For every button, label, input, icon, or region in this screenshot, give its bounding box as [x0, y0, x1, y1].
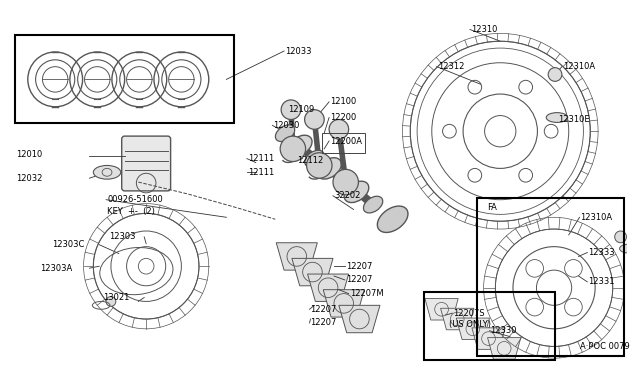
- Circle shape: [548, 68, 562, 81]
- Polygon shape: [292, 259, 333, 286]
- Circle shape: [329, 119, 349, 139]
- Circle shape: [280, 136, 306, 161]
- Text: 12303A: 12303A: [40, 264, 73, 273]
- Text: 12331: 12331: [588, 278, 615, 286]
- Text: 12100: 12100: [330, 97, 356, 106]
- Polygon shape: [425, 298, 458, 320]
- Polygon shape: [472, 328, 505, 349]
- Ellipse shape: [334, 172, 353, 189]
- Polygon shape: [308, 274, 349, 301]
- Ellipse shape: [344, 181, 369, 202]
- Text: 12207M: 12207M: [349, 289, 383, 298]
- Text: 12207S: 12207S: [453, 309, 485, 318]
- Text: 12330: 12330: [490, 326, 517, 335]
- Text: A·POC 0079: A·POC 0079: [580, 342, 630, 351]
- Ellipse shape: [275, 125, 294, 141]
- Bar: [424, 292, 555, 360]
- Ellipse shape: [620, 244, 637, 253]
- Text: 12310A: 12310A: [563, 62, 595, 71]
- Text: 12207: 12207: [310, 305, 337, 314]
- Text: 12112: 12112: [297, 156, 323, 165]
- Polygon shape: [440, 308, 474, 330]
- Bar: [15, 35, 234, 124]
- Text: 12312: 12312: [438, 62, 464, 71]
- Ellipse shape: [546, 113, 568, 122]
- Text: 32202: 32202: [334, 191, 360, 200]
- Text: 12303C: 12303C: [52, 240, 84, 249]
- Text: 12207: 12207: [310, 318, 337, 327]
- Text: 12111: 12111: [248, 168, 274, 177]
- Text: 00926-51600: 00926-51600: [107, 195, 163, 204]
- Text: 12200: 12200: [330, 113, 356, 122]
- Bar: [477, 198, 623, 356]
- Text: KEY  +-  (2): KEY +- (2): [107, 207, 155, 216]
- Polygon shape: [456, 318, 490, 340]
- Ellipse shape: [287, 135, 312, 157]
- Ellipse shape: [305, 150, 324, 167]
- Text: (US ONLY): (US ONLY): [449, 320, 492, 329]
- Text: FA: FA: [488, 203, 497, 212]
- Bar: [322, 133, 365, 153]
- Text: 12333: 12333: [588, 248, 615, 257]
- Ellipse shape: [378, 206, 408, 232]
- Ellipse shape: [364, 196, 383, 213]
- Text: 12030: 12030: [273, 121, 300, 130]
- Polygon shape: [323, 290, 364, 317]
- Circle shape: [333, 169, 358, 195]
- FancyBboxPatch shape: [122, 136, 171, 191]
- Circle shape: [614, 231, 627, 243]
- Text: 13021: 13021: [103, 293, 129, 302]
- Ellipse shape: [93, 166, 121, 179]
- Ellipse shape: [317, 158, 341, 179]
- Text: 12010: 12010: [16, 150, 42, 159]
- Polygon shape: [339, 305, 380, 333]
- Circle shape: [305, 110, 324, 129]
- Text: 12207: 12207: [346, 275, 372, 285]
- Circle shape: [106, 296, 116, 306]
- Text: 12032: 12032: [16, 174, 42, 183]
- Text: 12200A: 12200A: [330, 137, 362, 145]
- Circle shape: [307, 153, 332, 178]
- Text: 12310A: 12310A: [580, 213, 612, 222]
- Text: 12111: 12111: [248, 154, 274, 163]
- Polygon shape: [488, 338, 521, 359]
- Polygon shape: [276, 243, 317, 270]
- Text: 12310: 12310: [471, 25, 497, 34]
- Text: 12310E: 12310E: [558, 115, 589, 124]
- Text: 12109: 12109: [288, 105, 314, 114]
- Text: 12207: 12207: [346, 262, 372, 271]
- Text: 12303: 12303: [109, 232, 136, 241]
- Circle shape: [281, 100, 301, 119]
- Text: 12033: 12033: [285, 46, 312, 55]
